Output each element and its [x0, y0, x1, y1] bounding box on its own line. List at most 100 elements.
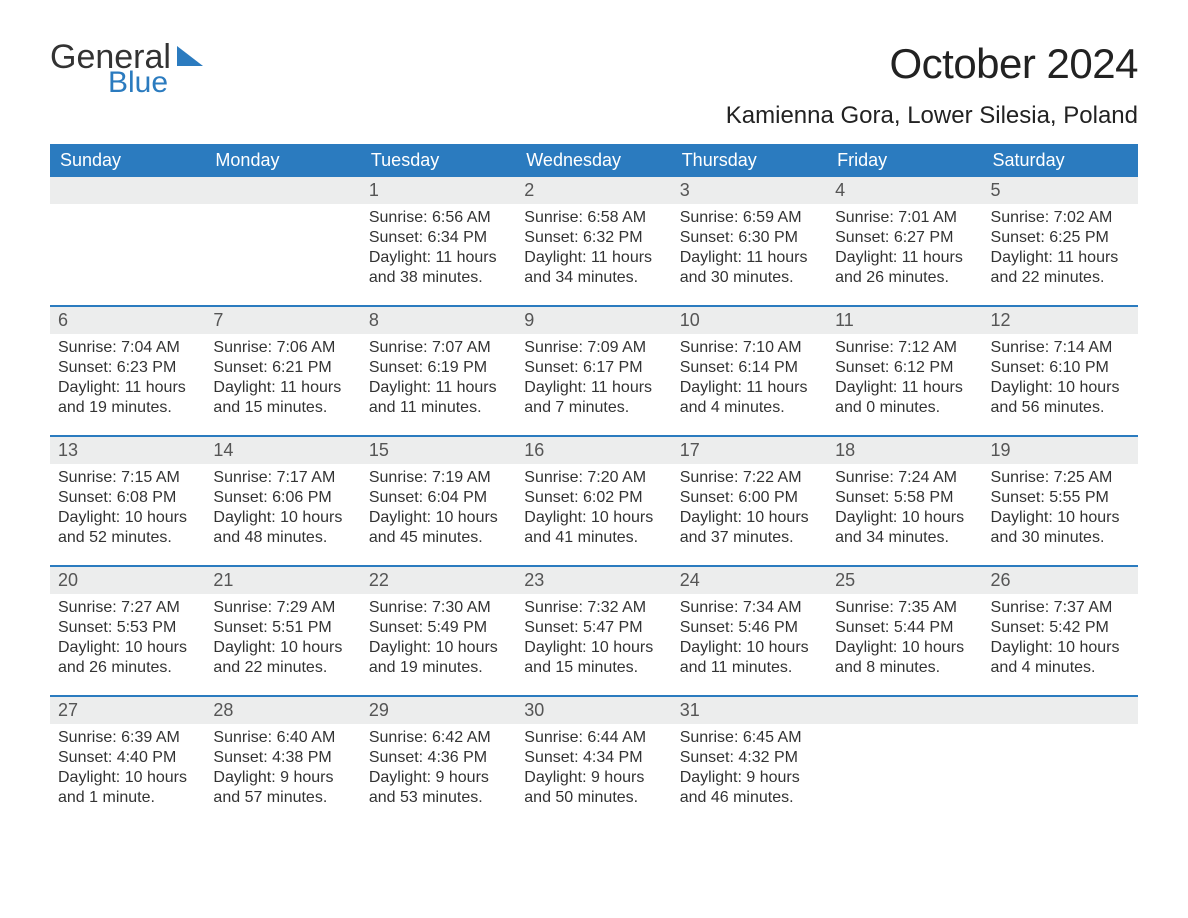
daylight-line1: Daylight: 11 hours	[524, 378, 663, 398]
day-number	[205, 177, 360, 204]
day-cell: 16Sunrise: 7:20 AMSunset: 6:02 PMDayligh…	[516, 437, 671, 565]
day-body: Sunrise: 6:39 AMSunset: 4:40 PMDaylight:…	[50, 724, 205, 816]
daylight-line2: and 30 minutes.	[680, 268, 819, 288]
day-number: 22	[361, 567, 516, 594]
day-body: Sunrise: 6:56 AMSunset: 6:34 PMDaylight:…	[361, 204, 516, 296]
sunrise-line: Sunrise: 7:01 AM	[835, 208, 974, 228]
daylight-line2: and 37 minutes.	[680, 528, 819, 548]
day-cell: 19Sunrise: 7:25 AMSunset: 5:55 PMDayligh…	[983, 437, 1138, 565]
day-number: 2	[516, 177, 671, 204]
daylight-line2: and 56 minutes.	[991, 398, 1130, 418]
month-title: October 2024	[726, 40, 1138, 88]
day-body: Sunrise: 7:10 AMSunset: 6:14 PMDaylight:…	[672, 334, 827, 426]
day-body: Sunrise: 6:44 AMSunset: 4:34 PMDaylight:…	[516, 724, 671, 816]
sunrise-line: Sunrise: 7:15 AM	[58, 468, 197, 488]
sunset-line: Sunset: 6:10 PM	[991, 358, 1130, 378]
day-cell: 5Sunrise: 7:02 AMSunset: 6:25 PMDaylight…	[983, 177, 1138, 305]
daylight-line2: and 30 minutes.	[991, 528, 1130, 548]
day-body: Sunrise: 7:34 AMSunset: 5:46 PMDaylight:…	[672, 594, 827, 686]
sunrise-line: Sunrise: 7:34 AM	[680, 598, 819, 618]
daylight-line1: Daylight: 11 hours	[213, 378, 352, 398]
day-body: Sunrise: 6:40 AMSunset: 4:38 PMDaylight:…	[205, 724, 360, 816]
sunset-line: Sunset: 4:34 PM	[524, 748, 663, 768]
day-cell: 27Sunrise: 6:39 AMSunset: 4:40 PMDayligh…	[50, 697, 205, 825]
daylight-line1: Daylight: 9 hours	[680, 768, 819, 788]
sunset-line: Sunset: 6:06 PM	[213, 488, 352, 508]
sunrise-line: Sunrise: 7:19 AM	[369, 468, 508, 488]
sunset-line: Sunset: 6:23 PM	[58, 358, 197, 378]
day-body: Sunrise: 7:35 AMSunset: 5:44 PMDaylight:…	[827, 594, 982, 686]
day-cell: 28Sunrise: 6:40 AMSunset: 4:38 PMDayligh…	[205, 697, 360, 825]
sunrise-line: Sunrise: 7:24 AM	[835, 468, 974, 488]
daylight-line1: Daylight: 11 hours	[524, 248, 663, 268]
title-block: October 2024 Kamienna Gora, Lower Silesi…	[726, 40, 1138, 130]
sunrise-line: Sunrise: 7:02 AM	[991, 208, 1130, 228]
daylight-line1: Daylight: 11 hours	[835, 248, 974, 268]
day-cell: 11Sunrise: 7:12 AMSunset: 6:12 PMDayligh…	[827, 307, 982, 435]
day-number: 21	[205, 567, 360, 594]
sunset-line: Sunset: 6:02 PM	[524, 488, 663, 508]
day-number: 29	[361, 697, 516, 724]
day-header: Wednesday	[516, 144, 671, 177]
day-body: Sunrise: 7:25 AMSunset: 5:55 PMDaylight:…	[983, 464, 1138, 556]
sunset-line: Sunset: 4:38 PM	[213, 748, 352, 768]
day-cell	[50, 177, 205, 305]
day-number	[827, 697, 982, 724]
daylight-line2: and 1 minute.	[58, 788, 197, 808]
sunset-line: Sunset: 5:44 PM	[835, 618, 974, 638]
sunset-line: Sunset: 4:36 PM	[369, 748, 508, 768]
sunset-line: Sunset: 6:34 PM	[369, 228, 508, 248]
sunrise-line: Sunrise: 7:27 AM	[58, 598, 197, 618]
sunset-line: Sunset: 6:25 PM	[991, 228, 1130, 248]
daylight-line1: Daylight: 10 hours	[58, 638, 197, 658]
day-cell: 12Sunrise: 7:14 AMSunset: 6:10 PMDayligh…	[983, 307, 1138, 435]
daylight-line1: Daylight: 11 hours	[369, 248, 508, 268]
day-cell: 30Sunrise: 6:44 AMSunset: 4:34 PMDayligh…	[516, 697, 671, 825]
daylight-line2: and 15 minutes.	[213, 398, 352, 418]
sunrise-line: Sunrise: 7:30 AM	[369, 598, 508, 618]
daylight-line2: and 41 minutes.	[524, 528, 663, 548]
sunrise-line: Sunrise: 6:40 AM	[213, 728, 352, 748]
daylight-line1: Daylight: 10 hours	[680, 508, 819, 528]
daylight-line1: Daylight: 10 hours	[835, 638, 974, 658]
day-cell: 24Sunrise: 7:34 AMSunset: 5:46 PMDayligh…	[672, 567, 827, 695]
sunrise-line: Sunrise: 7:06 AM	[213, 338, 352, 358]
day-body: Sunrise: 7:02 AMSunset: 6:25 PMDaylight:…	[983, 204, 1138, 296]
sunset-line: Sunset: 5:53 PM	[58, 618, 197, 638]
week-row: 20Sunrise: 7:27 AMSunset: 5:53 PMDayligh…	[50, 565, 1138, 695]
sunrise-line: Sunrise: 6:39 AM	[58, 728, 197, 748]
sunset-line: Sunset: 4:40 PM	[58, 748, 197, 768]
daylight-line1: Daylight: 10 hours	[58, 768, 197, 788]
daylight-line2: and 0 minutes.	[835, 398, 974, 418]
sunset-line: Sunset: 6:12 PM	[835, 358, 974, 378]
daylight-line1: Daylight: 11 hours	[680, 248, 819, 268]
sunset-line: Sunset: 4:32 PM	[680, 748, 819, 768]
day-number	[983, 697, 1138, 724]
day-header: Sunday	[50, 144, 205, 177]
sunrise-line: Sunrise: 7:17 AM	[213, 468, 352, 488]
calendar-grid: SundayMondayTuesdayWednesdayThursdayFrid…	[50, 144, 1138, 825]
daylight-line2: and 19 minutes.	[369, 658, 508, 678]
daylight-line2: and 46 minutes.	[680, 788, 819, 808]
day-cell: 21Sunrise: 7:29 AMSunset: 5:51 PMDayligh…	[205, 567, 360, 695]
daylight-line1: Daylight: 10 hours	[524, 508, 663, 528]
daylight-line2: and 4 minutes.	[991, 658, 1130, 678]
daylight-line1: Daylight: 10 hours	[835, 508, 974, 528]
day-cell: 17Sunrise: 7:22 AMSunset: 6:00 PMDayligh…	[672, 437, 827, 565]
day-number: 24	[672, 567, 827, 594]
sunset-line: Sunset: 6:17 PM	[524, 358, 663, 378]
day-cell: 2Sunrise: 6:58 AMSunset: 6:32 PMDaylight…	[516, 177, 671, 305]
day-number: 25	[827, 567, 982, 594]
day-body: Sunrise: 7:24 AMSunset: 5:58 PMDaylight:…	[827, 464, 982, 556]
day-body: Sunrise: 7:15 AMSunset: 6:08 PMDaylight:…	[50, 464, 205, 556]
day-number: 19	[983, 437, 1138, 464]
daylight-line1: Daylight: 10 hours	[58, 508, 197, 528]
day-cell: 26Sunrise: 7:37 AMSunset: 5:42 PMDayligh…	[983, 567, 1138, 695]
day-number: 11	[827, 307, 982, 334]
day-number: 30	[516, 697, 671, 724]
daylight-line2: and 22 minutes.	[213, 658, 352, 678]
sunset-line: Sunset: 6:19 PM	[369, 358, 508, 378]
sunrise-line: Sunrise: 7:20 AM	[524, 468, 663, 488]
day-cell: 29Sunrise: 6:42 AMSunset: 4:36 PMDayligh…	[361, 697, 516, 825]
daylight-line2: and 50 minutes.	[524, 788, 663, 808]
